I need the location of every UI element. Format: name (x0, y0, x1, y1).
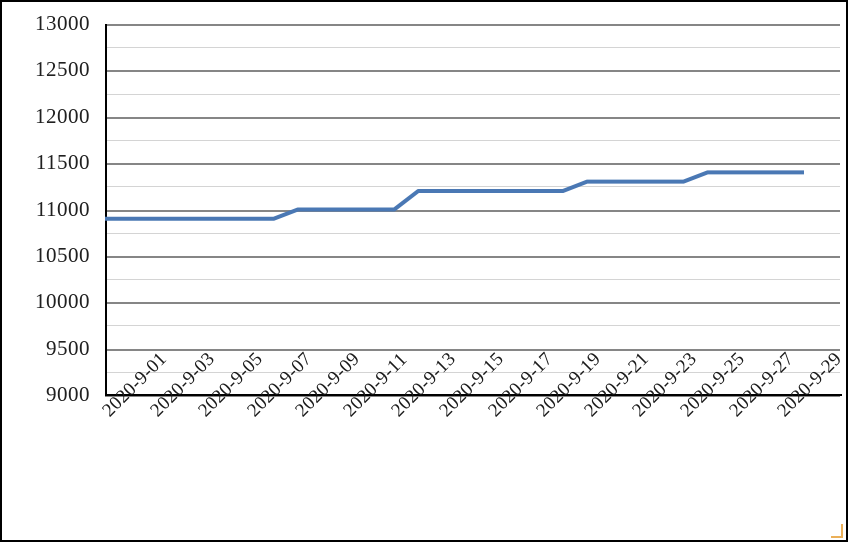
gridline-major (105, 70, 840, 73)
y-axis-tick-label: 13000 (35, 11, 90, 35)
gridline-major (105, 163, 840, 166)
gridline-minor (105, 279, 840, 281)
y-axis-tick-label: 9000 (46, 382, 90, 406)
y-axis-tick-label: 10000 (35, 289, 90, 314)
y-axis-tick-label: 10500 (35, 242, 90, 267)
y-axis-tick-labels: 13000 12500 12000 11500 11000 10500 10000 9500 9… (2, 2, 98, 540)
gridline-major (105, 302, 840, 305)
gridline-major (105, 24, 840, 26)
y-axis-tick-label: 9500 (46, 335, 90, 360)
gridline-minor (105, 139, 840, 141)
y-axis-tick-label: 12000 (35, 103, 90, 128)
gridline-minor (105, 47, 840, 49)
y-axis-tick-label: 12500 (35, 57, 90, 82)
gridline-major (105, 348, 840, 351)
x-axis-line (105, 394, 842, 396)
y-axis-tick-label: 11500 (35, 150, 90, 175)
gridline-major (105, 395, 840, 397)
y-axis-tick-label: 11000 (35, 196, 90, 221)
gridline-minor (105, 325, 840, 327)
gridline-minor (105, 93, 840, 95)
gridline-major (105, 255, 840, 258)
resize-handle-icon[interactable] (831, 524, 843, 538)
gridline-minor (105, 232, 840, 234)
gridline-minor (105, 371, 840, 373)
gridline-major (105, 116, 840, 119)
